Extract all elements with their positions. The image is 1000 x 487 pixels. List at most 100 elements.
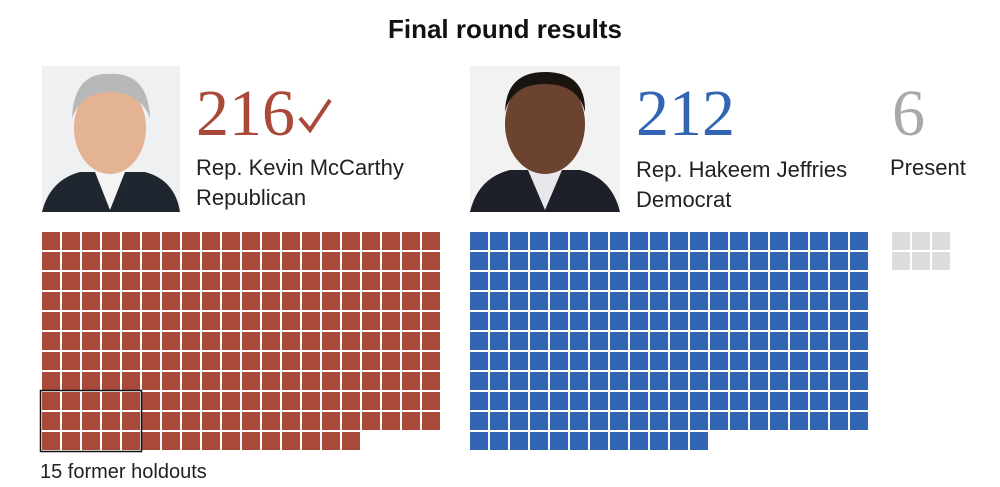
waffle-cell [382, 312, 400, 330]
waffle-cell [750, 352, 768, 370]
waffle-cell [710, 292, 728, 310]
waffle-cell [402, 392, 420, 410]
waffle-cell [222, 432, 240, 450]
waffle-cell [342, 372, 360, 390]
waffle-cell [490, 292, 508, 310]
waffle-cell [690, 352, 708, 370]
waffle-cell [550, 352, 568, 370]
waffle-cell [530, 312, 548, 330]
waffle-cell [590, 312, 608, 330]
waffle-cell [570, 252, 588, 270]
waffle-cell [590, 272, 608, 290]
waffle-cell [530, 232, 548, 250]
waffle-cell [470, 392, 488, 410]
waffle-cell [262, 392, 280, 410]
waffle-cell [770, 272, 788, 290]
waffle-cell [510, 272, 528, 290]
waffle-cell [490, 412, 508, 430]
waffle-cell [262, 292, 280, 310]
waffle-cell [730, 352, 748, 370]
waffle-cell [242, 312, 260, 330]
vote-count: 216 [196, 77, 295, 150]
waffle-cell [402, 372, 420, 390]
waffle-cell [670, 432, 688, 450]
waffle-cell [342, 352, 360, 370]
waffle-cell [630, 232, 648, 250]
waffle-cell [510, 252, 528, 270]
waffle-cell [202, 352, 220, 370]
waffle-cell [42, 392, 60, 410]
waffle-cell [710, 232, 728, 250]
waffle-cell [42, 432, 60, 450]
waffle-cell [122, 252, 140, 270]
waffle-cell [550, 412, 568, 430]
waffle-cell [610, 312, 628, 330]
party: Republican [196, 185, 306, 210]
waffle-cell [830, 332, 848, 350]
waffle-cell [610, 332, 628, 350]
waffle-cell [142, 412, 160, 430]
party: Democrat [636, 187, 731, 212]
waffle-cell [242, 252, 260, 270]
waffle-cell [362, 252, 380, 270]
waffle-cell [590, 372, 608, 390]
waffle-cell [182, 412, 200, 430]
waffle-cell [162, 252, 180, 270]
waffle-cell [122, 332, 140, 350]
waffle-cell [62, 332, 80, 350]
waffle-cell [302, 392, 320, 410]
waffle-cell [202, 292, 220, 310]
waffle-cell [490, 232, 508, 250]
waffle-cell [182, 352, 200, 370]
waffle-cell [162, 432, 180, 450]
waffle-cell [62, 272, 80, 290]
waffle-cell [262, 252, 280, 270]
waffle-cell [790, 312, 808, 330]
waffle-cell [182, 372, 200, 390]
waffle-cell [382, 272, 400, 290]
waffle-cell [590, 332, 608, 350]
waffle-cell [402, 232, 420, 250]
waffle-cell [102, 392, 120, 410]
waffle-cell [122, 352, 140, 370]
waffle-cell [550, 332, 568, 350]
waffle-cell [262, 312, 280, 330]
waffle-cell [302, 352, 320, 370]
waffle-cell [590, 392, 608, 410]
waffle-cell [122, 272, 140, 290]
waffle-cell [342, 312, 360, 330]
waffle-cell [690, 432, 708, 450]
waffle-cell [162, 392, 180, 410]
waffle-cell [42, 232, 60, 250]
waffle-cell [202, 432, 220, 450]
waffle-cell [342, 252, 360, 270]
waffle-cell [630, 392, 648, 410]
waffle-cell [342, 232, 360, 250]
waffle-cell [610, 372, 628, 390]
waffle-cell [550, 372, 568, 390]
waffle-cell [282, 412, 300, 430]
waffle-cell [830, 312, 848, 330]
waffle-cell [142, 372, 160, 390]
waffle-cell [850, 352, 868, 370]
waffle-cell [730, 232, 748, 250]
waffle-cell [62, 412, 80, 430]
waffle-cell [402, 292, 420, 310]
waffle-cell [162, 272, 180, 290]
waffle-cell [422, 312, 440, 330]
waffle-cell [322, 312, 340, 330]
waffle-cell [342, 272, 360, 290]
waffle-cell [162, 312, 180, 330]
waffle-cell [710, 392, 728, 410]
waffle-cell [422, 292, 440, 310]
waffle-cell [82, 432, 100, 450]
waffle-cell [222, 252, 240, 270]
waffle-cell [242, 392, 260, 410]
waffle-cell [242, 332, 260, 350]
waffle-cell [770, 312, 788, 330]
waffle-cell [302, 272, 320, 290]
waffle-cell [690, 312, 708, 330]
waffle-cell [570, 232, 588, 250]
waffle-cell [82, 332, 100, 350]
waffle-cell [550, 312, 568, 330]
